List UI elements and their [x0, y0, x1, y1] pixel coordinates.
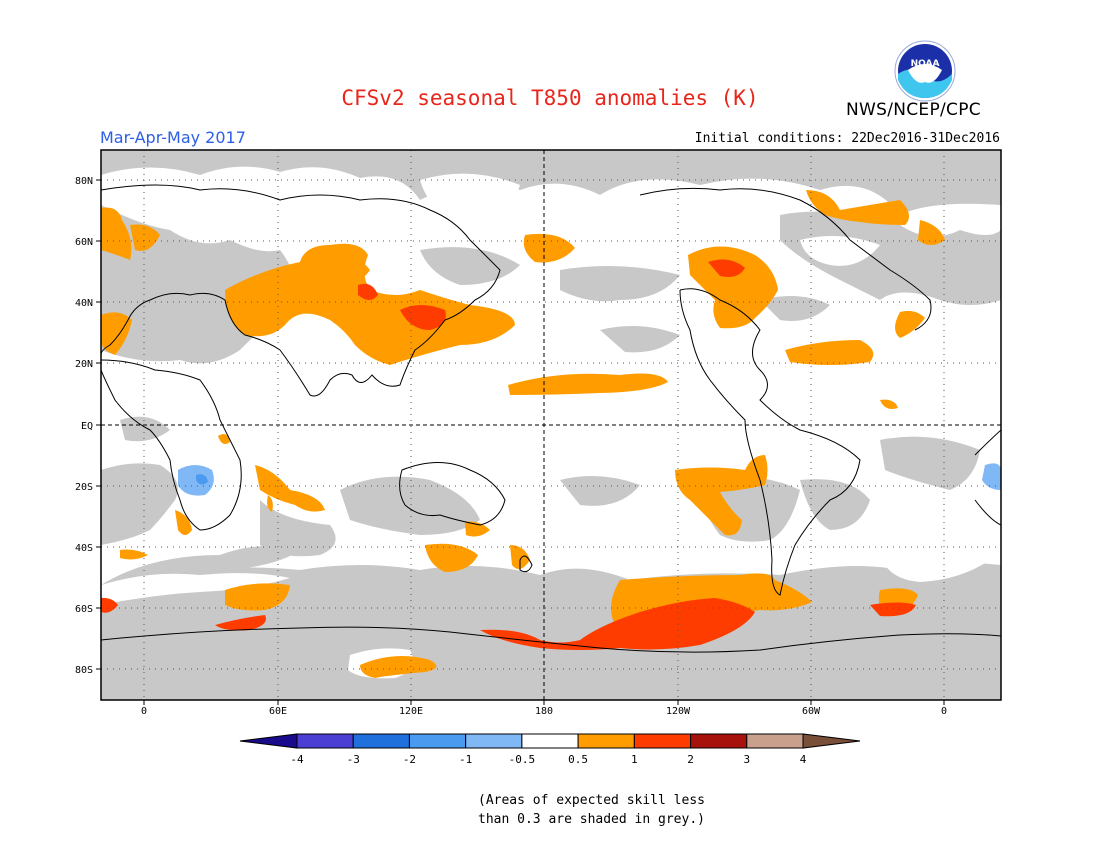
longitude-labels: 0 60E 120E 180 120W 60W 0 — [141, 706, 947, 717]
organization-label: NWS/NCEP/CPC — [846, 100, 981, 120]
skill-note-line-1: (Areas of expected skill less — [478, 793, 705, 808]
lat-label: 20N — [75, 359, 93, 370]
lon-label: 60W — [802, 706, 821, 717]
lat-label: 40N — [75, 298, 93, 309]
lat-lon-grid — [101, 150, 1001, 700]
lon-label: 120E — [399, 706, 423, 717]
lat-label: 60N — [75, 237, 93, 248]
noaa-logo-text: NOAA — [911, 59, 940, 69]
lon-label: 0 — [141, 706, 147, 717]
initial-conditions-label: Initial conditions: 22Dec2016-31Dec2016 — [694, 131, 1000, 146]
cold-anomaly — [178, 463, 1001, 496]
lon-label: 180 — [535, 706, 553, 717]
latitude-labels: 80N 60N 40N 20N EQ 20S 40S 60S 80S — [75, 176, 93, 676]
lat-label: 80S — [75, 665, 93, 676]
skill-note: (Areas of expected skill less than 0.3 a… — [478, 791, 705, 829]
coastlines — [101, 184, 1001, 653]
warm-anomaly-1-2 — [101, 259, 916, 650]
lon-label: 0 — [941, 706, 947, 717]
noaa-logo: NOAA — [894, 40, 956, 102]
lat-label: 40S — [75, 543, 93, 554]
skill-note-line-2: than 0.3 are shaded in grey.) — [478, 812, 705, 827]
lon-label: 120W — [666, 706, 691, 717]
lat-label: 80N — [75, 176, 93, 187]
chart-title: CFSv2 seasonal T850 anomalies (K) — [341, 86, 759, 110]
lat-label: EQ — [81, 421, 93, 432]
season-label: Mar-Apr-May 2017 — [100, 128, 246, 147]
map-field — [101, 150, 1001, 700]
lon-label: 60E — [269, 706, 287, 717]
axis-ticks — [96, 179, 945, 705]
lat-label: 20S — [75, 482, 93, 493]
lat-label: 60S — [75, 604, 93, 615]
